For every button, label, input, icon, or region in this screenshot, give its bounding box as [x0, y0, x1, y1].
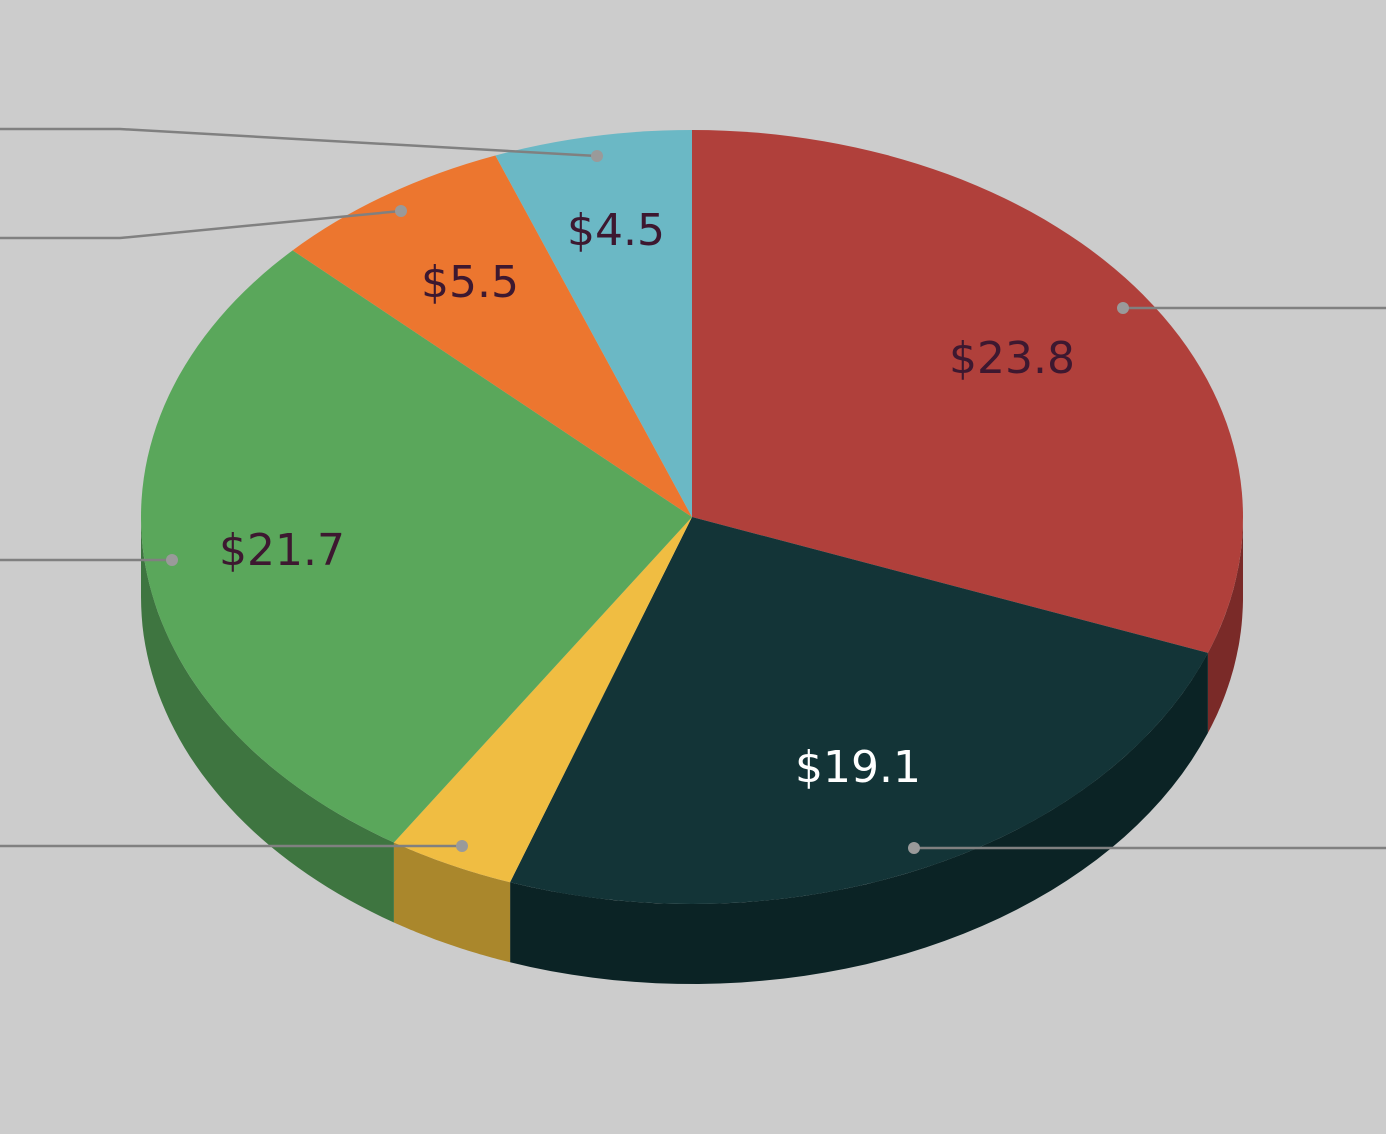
pie-slice-side: [1207, 517, 1243, 733]
pie-slice: [393, 517, 692, 883]
pie-slice: [495, 130, 692, 517]
leader-line: [0, 127, 598, 158]
pie-slice: [292, 155, 692, 517]
pie-slice: [140, 250, 692, 843]
pie-slice: [692, 130, 1243, 653]
data-label: $4.5: [567, 205, 665, 256]
leader-dot: [166, 554, 178, 566]
pie-slice: [510, 517, 1208, 904]
leader-line: [0, 209, 402, 240]
leader-dot: [908, 842, 920, 854]
data-label: $23.8: [949, 333, 1075, 384]
data-label: $19.1: [795, 742, 921, 793]
data-label: $21.7: [219, 525, 345, 576]
leader-dot: [591, 150, 603, 162]
leader-dot: [456, 840, 468, 852]
pie-slice-side: [393, 842, 511, 963]
pie-slice-side: [510, 652, 1208, 984]
leader-dot: [1117, 302, 1129, 314]
data-label: $5.5: [421, 257, 519, 308]
pie-slice-side: [141, 517, 394, 923]
leader-dot: [395, 205, 407, 217]
